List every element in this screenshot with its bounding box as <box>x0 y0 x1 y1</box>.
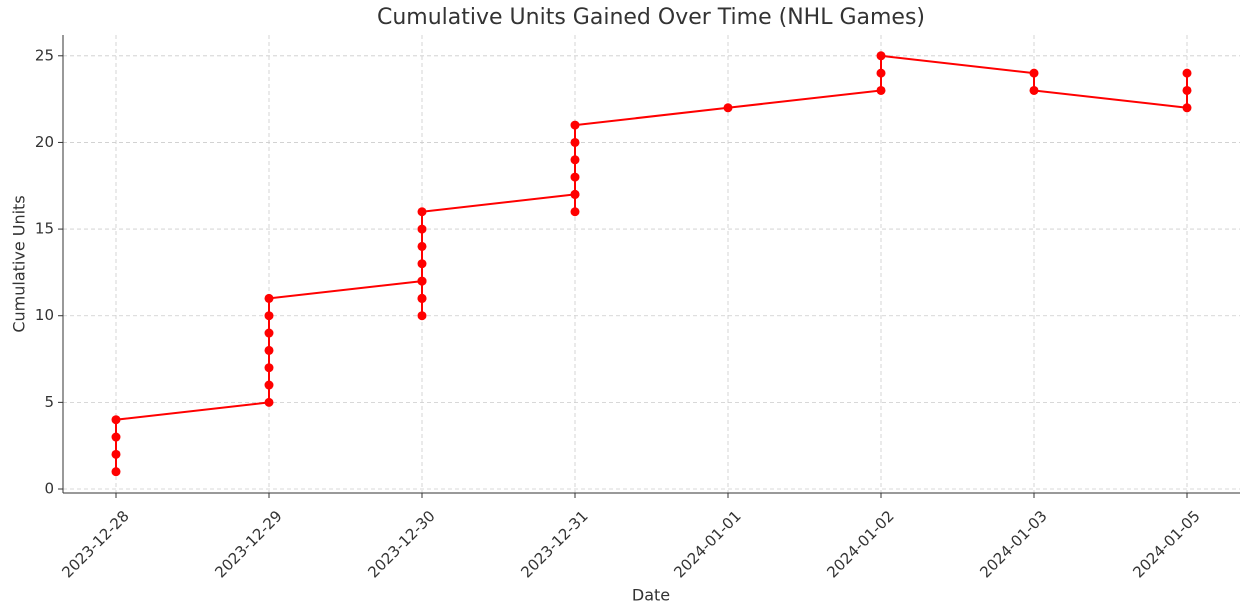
data-point <box>1029 85 1039 95</box>
data-point <box>264 293 274 303</box>
data-point <box>111 467 121 477</box>
data-point <box>876 51 886 61</box>
data-point <box>570 207 580 217</box>
data-point <box>417 293 427 303</box>
y-axis-label: Cumulative Units <box>10 195 29 332</box>
data-point <box>1029 68 1039 78</box>
x-tick-label: 2023-12-28 <box>58 507 132 581</box>
data-point <box>417 241 427 251</box>
data-point <box>417 276 427 286</box>
series-line <box>115 54 1188 472</box>
y-tick-label: 5 <box>44 393 54 411</box>
x-tick-label: 2024-01-01 <box>670 507 744 581</box>
data-point <box>264 363 274 373</box>
y-tick-label: 15 <box>35 220 54 238</box>
y-tick-label: 0 <box>44 480 54 498</box>
data-point <box>417 311 427 321</box>
data-point <box>264 397 274 407</box>
data-point <box>111 432 121 442</box>
data-point <box>570 137 580 147</box>
data-point <box>1182 68 1192 78</box>
x-tick-label: 2023-12-31 <box>517 507 591 581</box>
x-tick-label: 2024-01-02 <box>823 507 897 581</box>
data-point <box>111 449 121 459</box>
x-tick-label: 2024-01-03 <box>976 507 1050 581</box>
y-tick-label: 20 <box>35 133 54 151</box>
data-point <box>723 103 733 113</box>
data-point <box>876 85 886 95</box>
data-point <box>264 345 274 355</box>
data-point <box>570 120 580 130</box>
data-point <box>111 415 121 425</box>
data-point <box>264 311 274 321</box>
data-point <box>417 207 427 217</box>
data-point <box>876 68 886 78</box>
data-point <box>264 328 274 338</box>
data-point <box>1182 103 1192 113</box>
y-tick-label: 10 <box>35 306 54 324</box>
chart-title: Cumulative Units Gained Over Time (NHL G… <box>377 5 925 30</box>
data-point <box>570 172 580 182</box>
y-tick-label: 25 <box>35 46 54 64</box>
data-point <box>264 380 274 390</box>
data-point <box>417 259 427 269</box>
data-point <box>417 224 427 234</box>
x-tick-label: 2024-01-05 <box>1129 507 1203 581</box>
x-tick-label: 2023-12-30 <box>364 507 438 581</box>
x-tick-label: 2023-12-29 <box>211 507 285 581</box>
x-axis-label: Date <box>632 586 670 605</box>
data-point <box>1182 85 1192 95</box>
data-point <box>570 189 580 199</box>
data-point <box>570 155 580 165</box>
